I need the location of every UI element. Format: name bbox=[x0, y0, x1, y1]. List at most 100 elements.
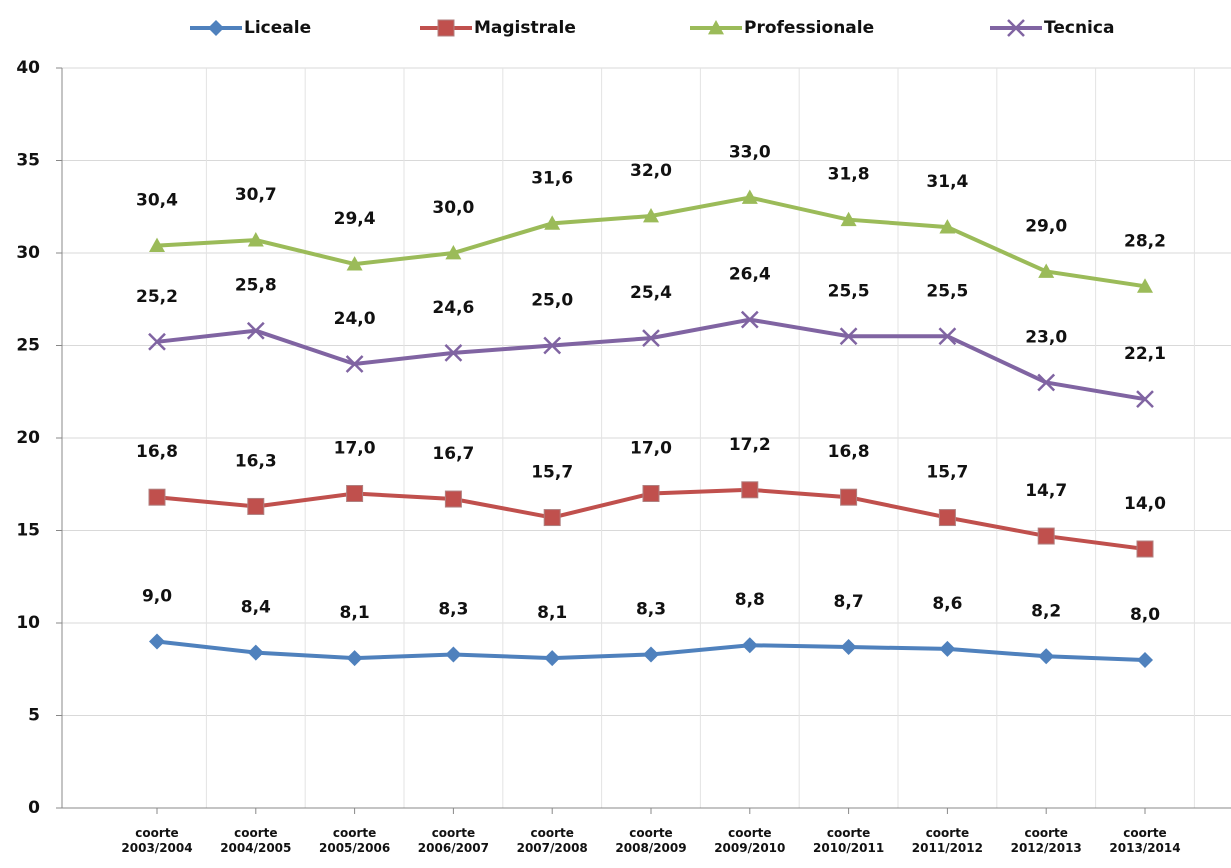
marker bbox=[939, 640, 956, 657]
y-tick-label: 35 bbox=[16, 151, 40, 171]
marker bbox=[246, 321, 265, 340]
data-label: 31,8 bbox=[828, 165, 870, 185]
marker bbox=[445, 245, 462, 260]
y-tick-label: 0 bbox=[28, 798, 40, 818]
y-tick-label: 10 bbox=[16, 613, 40, 633]
marker bbox=[445, 646, 462, 663]
marker bbox=[346, 485, 364, 502]
marker bbox=[149, 237, 165, 252]
marker bbox=[643, 646, 659, 663]
marker bbox=[544, 215, 561, 230]
data-label: 8,2 bbox=[1031, 601, 1061, 621]
x-tick-label: coorte 2011/2012 bbox=[911, 826, 983, 855]
marker bbox=[740, 310, 759, 329]
marker bbox=[1137, 652, 1153, 668]
marker bbox=[1136, 540, 1154, 558]
data-label: 29,4 bbox=[334, 209, 376, 229]
data-label: 23,0 bbox=[1025, 328, 1067, 348]
x-tick-label: coorte 2009/2010 bbox=[714, 826, 786, 855]
data-label: 8,7 bbox=[834, 592, 864, 612]
data-label: 16,8 bbox=[136, 442, 178, 462]
marker bbox=[543, 336, 562, 355]
marker bbox=[149, 633, 165, 650]
marker bbox=[741, 189, 758, 204]
legend-label: Tecnica bbox=[1044, 18, 1114, 38]
data-label: 8,4 bbox=[241, 598, 271, 618]
data-label: 16,7 bbox=[432, 444, 474, 464]
data-label: 33,0 bbox=[729, 143, 771, 163]
x-tick-label: coorte 2008/2009 bbox=[615, 826, 687, 855]
marker bbox=[346, 650, 363, 667]
x-tick-label: coorte 2007/2008 bbox=[516, 826, 588, 855]
data-label: 25,5 bbox=[828, 281, 870, 301]
x-tick-label: coorte 2004/2005 bbox=[220, 826, 292, 855]
y-tick-label: 20 bbox=[16, 428, 40, 448]
marker bbox=[1137, 278, 1153, 293]
marker bbox=[247, 497, 265, 515]
data-label: 17,0 bbox=[334, 439, 376, 459]
legend-label: Magistrale bbox=[474, 18, 576, 38]
data-label: 24,6 bbox=[432, 298, 474, 318]
data-label: 9,0 bbox=[142, 587, 172, 607]
data-label: 24,0 bbox=[334, 309, 376, 329]
data-label: 25,4 bbox=[630, 283, 672, 303]
data-label: 16,3 bbox=[235, 451, 277, 471]
legend-label: Professionale bbox=[744, 18, 874, 38]
marker bbox=[148, 488, 166, 506]
data-label: 26,4 bbox=[729, 265, 771, 285]
marker bbox=[938, 327, 957, 346]
marker bbox=[1037, 527, 1055, 545]
data-label: 30,0 bbox=[432, 198, 474, 218]
data-label: 14,7 bbox=[1025, 481, 1067, 501]
marker bbox=[939, 219, 956, 234]
data-label: 16,8 bbox=[828, 442, 870, 462]
marker bbox=[345, 355, 364, 373]
x-tick-label: coorte 2013/2014 bbox=[1109, 826, 1181, 855]
data-label: 31,6 bbox=[531, 168, 573, 188]
data-label: 8,3 bbox=[636, 599, 666, 619]
marker bbox=[643, 208, 659, 223]
x-tick-label: coorte 2005/2006 bbox=[319, 826, 391, 855]
marker bbox=[437, 19, 455, 37]
marker bbox=[840, 488, 858, 506]
marker bbox=[544, 650, 561, 667]
marker bbox=[938, 509, 956, 527]
data-label: 15,7 bbox=[926, 463, 968, 483]
marker bbox=[1007, 19, 1025, 37]
marker bbox=[840, 211, 857, 227]
y-tick-label: 25 bbox=[16, 336, 40, 356]
legend-label: Liceale bbox=[244, 18, 311, 38]
marker bbox=[839, 327, 858, 346]
x-tick-label: coorte 2012/2013 bbox=[1010, 826, 1082, 855]
y-tick-label: 15 bbox=[16, 521, 40, 541]
y-tick-label: 5 bbox=[28, 706, 40, 726]
data-label: 15,7 bbox=[531, 463, 573, 483]
data-label: 8,1 bbox=[537, 603, 567, 623]
marker bbox=[642, 485, 660, 502]
marker bbox=[1136, 390, 1154, 409]
marker bbox=[444, 490, 462, 508]
marker bbox=[247, 644, 264, 661]
data-label: 25,0 bbox=[531, 291, 573, 311]
marker bbox=[1038, 263, 1055, 278]
marker bbox=[741, 481, 759, 499]
data-label: 29,0 bbox=[1025, 217, 1067, 237]
data-label: 8,1 bbox=[340, 603, 370, 623]
data-label: 32,0 bbox=[630, 161, 672, 181]
marker bbox=[543, 509, 561, 527]
marker bbox=[148, 332, 166, 351]
marker bbox=[1038, 648, 1055, 665]
data-label: 8,6 bbox=[932, 594, 962, 614]
data-label: 22,1 bbox=[1124, 344, 1166, 364]
data-label: 8,0 bbox=[1130, 605, 1160, 625]
data-label: 31,4 bbox=[926, 172, 968, 192]
data-label: 8,8 bbox=[735, 590, 765, 610]
y-tick-label: 30 bbox=[16, 243, 40, 263]
marker bbox=[444, 344, 463, 362]
data-label: 25,8 bbox=[235, 276, 277, 296]
data-label: 25,5 bbox=[926, 281, 968, 301]
y-tick-label: 40 bbox=[16, 58, 40, 78]
marker bbox=[208, 20, 224, 36]
